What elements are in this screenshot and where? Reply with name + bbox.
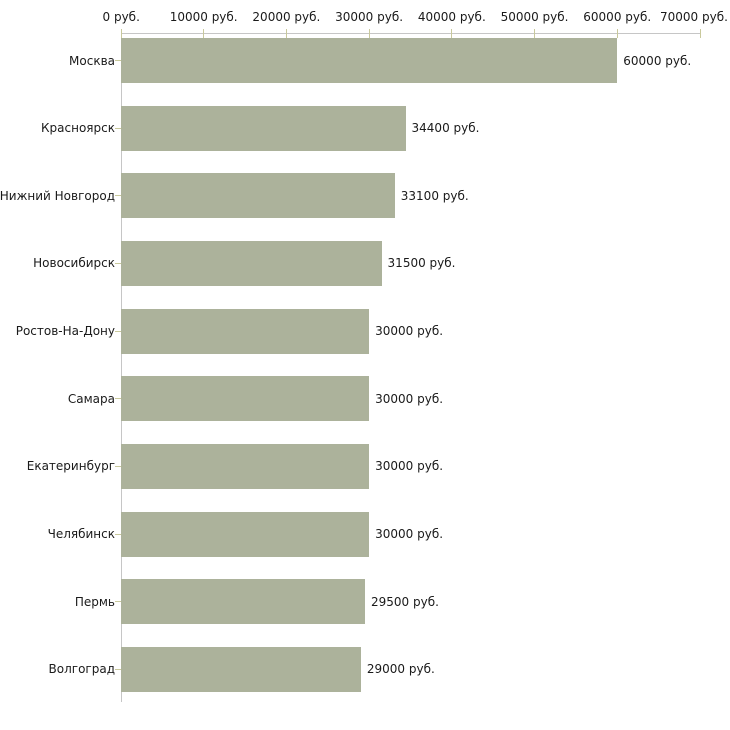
- y-axis-line: [121, 33, 122, 702]
- category-label: Красноярск: [41, 121, 115, 136]
- x-axis-line: [121, 33, 700, 34]
- category-label: Москва: [69, 53, 115, 68]
- category-label: Челябинск: [47, 527, 115, 542]
- value-label: 31500 руб.: [387, 256, 456, 271]
- value-label: 29500 руб.: [371, 594, 439, 609]
- y-tick-mark: [115, 60, 121, 61]
- bar: [121, 511, 370, 557]
- x-tick-mark: [120, 29, 122, 38]
- category-label: Самара: [67, 391, 115, 406]
- value-label: 30000 руб.: [375, 324, 444, 339]
- value-label: 30000 руб.: [375, 527, 444, 542]
- category-label: Новосибирск: [33, 256, 115, 271]
- x-tick-label: 70000 руб.: [660, 10, 728, 24]
- bar: [121, 646, 361, 692]
- y-tick-mark: [115, 195, 121, 197]
- x-tick-mark: [699, 29, 701, 38]
- category-label: Пермь: [74, 594, 115, 609]
- bar: [121, 443, 370, 489]
- y-tick-mark: [115, 330, 121, 332]
- y-tick-mark: [115, 262, 121, 264]
- y-tick-mark: [115, 398, 121, 400]
- category-label: Ростов-На-Дону: [15, 324, 115, 339]
- y-tick-mark: [115, 601, 121, 603]
- x-tick-mark: [285, 29, 287, 38]
- value-label: 30000 руб.: [375, 459, 444, 474]
- x-tick-mark: [616, 29, 618, 38]
- y-tick-mark: [115, 533, 121, 535]
- x-tick-mark: [451, 29, 453, 38]
- x-tick-label: 50000 руб.: [500, 10, 569, 24]
- x-tick-label: 30000 руб.: [335, 10, 404, 24]
- value-label: 33100 руб.: [400, 188, 469, 203]
- y-tick-mark: [115, 668, 121, 670]
- category-label: Екатеринбург: [26, 459, 115, 474]
- x-tick-mark: [534, 29, 536, 38]
- bar: [121, 105, 406, 151]
- bar: [121, 376, 370, 422]
- x-tick-label: 20000 руб.: [252, 10, 321, 24]
- x-tick-mark: [203, 29, 205, 38]
- x-tick-label: 10000 руб.: [169, 10, 238, 24]
- x-tick-mark: [368, 29, 370, 38]
- category-label: Нижний Новгород: [0, 188, 115, 203]
- value-label: 30000 руб.: [375, 391, 444, 406]
- bar: [121, 38, 618, 83]
- x-tick-label: 40000 руб.: [417, 10, 486, 24]
- value-label: 29000 руб.: [366, 662, 435, 677]
- value-label: 60000 руб.: [623, 53, 692, 68]
- x-tick-label: 0 руб.: [102, 10, 140, 24]
- value-label: 34400 руб.: [411, 121, 480, 136]
- bar: [121, 173, 395, 219]
- bar: [121, 579, 365, 625]
- y-tick-mark: [115, 465, 121, 467]
- bar: [121, 308, 370, 354]
- bar: [121, 240, 382, 286]
- y-tick-mark: [115, 127, 121, 129]
- category-label: Волгоград: [48, 662, 115, 677]
- x-tick-label: 60000 руб.: [583, 10, 652, 24]
